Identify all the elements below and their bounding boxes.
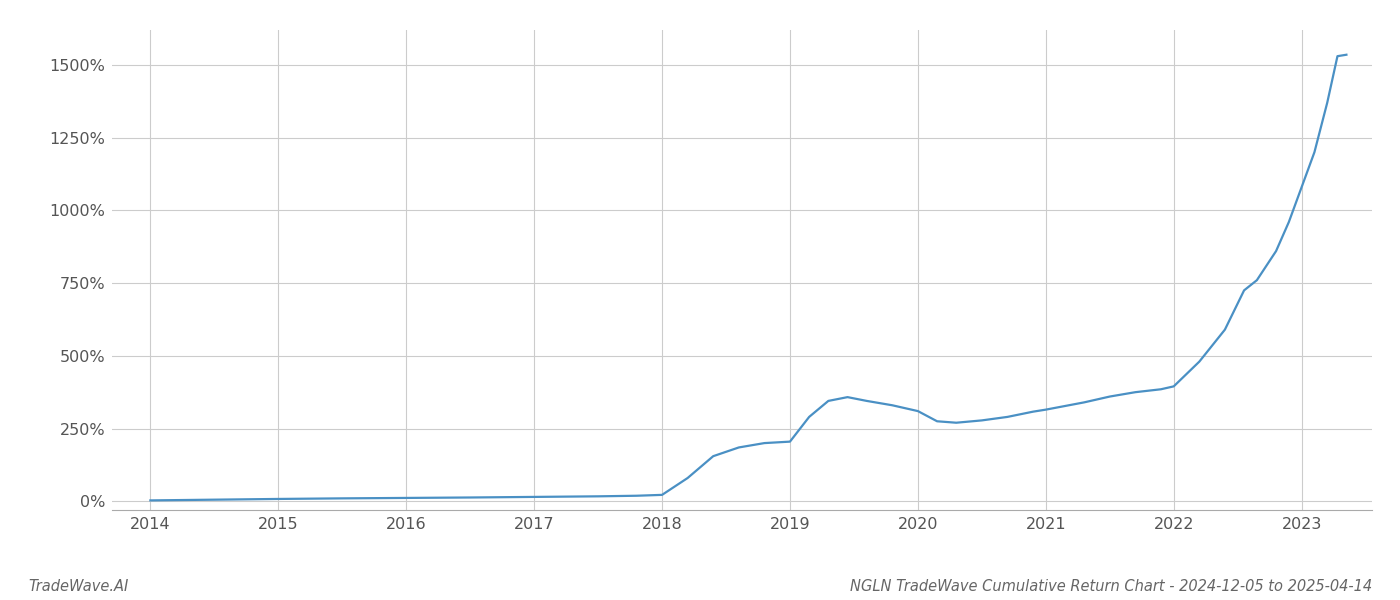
Text: NGLN TradeWave Cumulative Return Chart - 2024-12-05 to 2025-04-14: NGLN TradeWave Cumulative Return Chart -… <box>850 579 1372 594</box>
Text: TradeWave.AI: TradeWave.AI <box>28 579 129 594</box>
